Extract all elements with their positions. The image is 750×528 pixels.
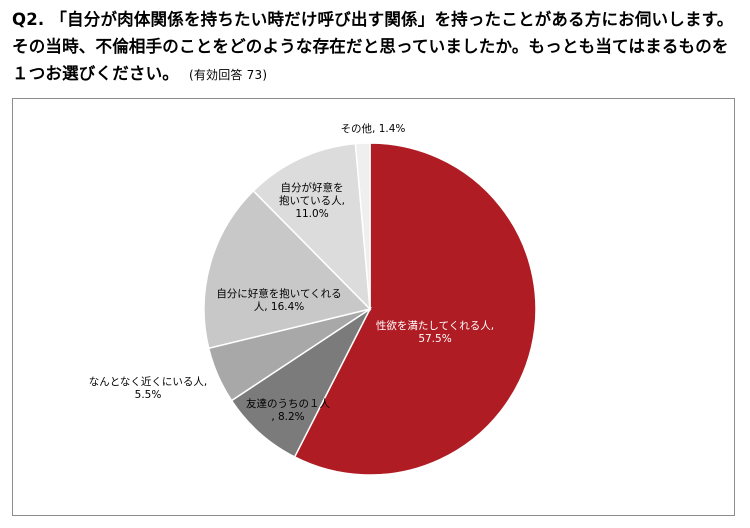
pie-slice-liked-by xyxy=(203,189,372,350)
question-text: Q2. 「自分が肉体関係を持ちたい時だけ呼び出す関係」を持ったことがある方にお伺… xyxy=(12,6,742,89)
slice-label-friend-line-2: , 8.2% xyxy=(271,411,304,423)
slice-label-nearby-line-1: なんとなく近くにいる人, xyxy=(89,375,208,388)
question-number: Q2. xyxy=(12,10,45,29)
pie-chart: 性欲を満たしてくれる人,57.5% 友達のうちの１人, 8.2% なんとなく近くにい… xyxy=(89,122,537,476)
response-count-note: (有効回答 73) xyxy=(188,68,268,82)
slice-label-libido-line-1: 性欲を満たしてくれる人, xyxy=(376,319,494,332)
slice-label-liked-by-line-2: 人, 16.4% xyxy=(254,301,305,313)
question-body: 「自分が肉体関係を持ちたい時だけ呼び出す関係」を持ったことがある方にお伺いします… xyxy=(12,10,734,83)
slice-label-likes-line-3: 11.0% xyxy=(295,208,328,220)
slice-label-liked-by-line-1: 自分に好意を抱いてくれる xyxy=(216,287,341,300)
pie-slice-likes xyxy=(252,142,371,312)
slice-label-libido-line-2: 57.5% xyxy=(418,333,451,345)
slice-label-nearby-line-2: 5.5% xyxy=(135,389,162,401)
chart-frame: 性欲を満たしてくれる人, 57.5% 友達のうちの１人, 8.2% なんとなく近くにい… xyxy=(12,98,735,516)
slice-label-likes-line-1: 自分が好意を xyxy=(281,181,344,194)
slice-label-likes-line-2: 抱いている人, xyxy=(279,194,345,207)
slice-label-friend-line-1: 友達のうちの１人 xyxy=(246,397,330,410)
pie-slice-libido xyxy=(293,142,537,476)
slice-label-other-line-1: その他, 1.4% xyxy=(341,122,406,135)
pie-slice-other xyxy=(354,142,371,310)
